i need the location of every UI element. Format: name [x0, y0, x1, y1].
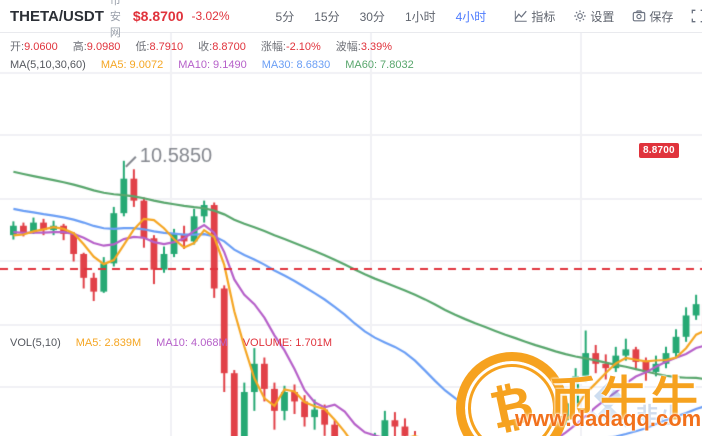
save-button[interactable]: 保存: [632, 8, 673, 25]
ma10-value: MA10: 9.1490: [178, 59, 247, 71]
timeframe-4h[interactable]: 4小时: [455, 9, 487, 24]
vol-current-value: VOLUME: 1.701M: [242, 337, 332, 349]
biniuniu-brand-watermark: 币牛牛: [549, 372, 702, 425]
timeframe-group: 5分 15分 30分 1小时 4小时: [266, 8, 497, 25]
ma5-value: MA5: 9.0072: [100, 59, 164, 71]
low-label: 低:: [135, 41, 150, 53]
ma-readout: MA(5,10,30,60) MA5: 9.0072 MA10: 9.1490 …: [10, 59, 429, 71]
close-value: 8.8700: [212, 41, 246, 53]
last-price: $8.8700: [132, 8, 184, 24]
exchange-label: 币安网: [109, 0, 121, 39]
indicators-button[interactable]: 指标: [514, 8, 555, 25]
settings-button[interactable]: 设置: [573, 8, 614, 25]
open-label: 开:: [10, 41, 25, 53]
fullscreen-icon: [692, 9, 702, 23]
timeframe-5m[interactable]: 5分: [275, 9, 295, 24]
pair-title: THETA/USDT: [10, 7, 104, 25]
toolbar: THETA/USDT 币安网 $8.8700 -3.02% 5分 15分 30分…: [0, 0, 702, 39]
ohlc-readout: 开:9.0600 高:9.0980 低:8.7910 收:8.8700 涨幅:-…: [10, 38, 407, 54]
indicator-icon: [515, 10, 528, 22]
volume-readout: VOL(5,10) MA5: 2.839M MA10: 4.068M VOLUM…: [10, 337, 347, 349]
timeframe-30m[interactable]: 30分: [359, 9, 385, 24]
open-value: 9.0600: [24, 41, 58, 53]
price-change-24h: -3.02%: [191, 9, 230, 23]
change-value: -2.10%: [285, 41, 321, 53]
high-label: 高:: [72, 41, 87, 53]
high-value: 9.0980: [86, 41, 121, 53]
candlestick-chart[interactable]: [0, 32, 702, 436]
amplitude-label: 波幅:: [335, 41, 361, 53]
timeframe-15m[interactable]: 15分: [314, 9, 340, 24]
ma-title: MA(5,10,30,60): [10, 59, 86, 71]
low-value: 8.7910: [149, 41, 184, 53]
toolbar-actions: 指标 设置 保存: [496, 8, 702, 25]
ma60-value: MA60: 7.8032: [345, 59, 414, 71]
change-label: 涨幅:: [260, 41, 286, 53]
vol-ma5-value: MA5: 2.839M: [75, 337, 142, 349]
close-label: 收:: [198, 41, 213, 53]
feixiaohao-logo-watermark: [590, 382, 626, 428]
current-price-badge: 8.8700: [639, 143, 679, 158]
fullscreen-button[interactable]: [691, 9, 702, 23]
gear-icon: [574, 10, 587, 22]
vol-title: VOL(5,10): [10, 337, 61, 349]
vol-ma10-value: MA10: 4.068M: [156, 337, 228, 349]
ma30-value: MA30: 8.6830: [261, 59, 331, 71]
camera-icon: [633, 10, 646, 22]
timeframe-1h[interactable]: 1小时: [404, 9, 436, 24]
feixiaohao-text-watermark: 非小号网: [636, 403, 685, 436]
dadaqq-url-watermark: www.dadaqq.com: [515, 406, 702, 431]
amplitude-value: 3.39%: [360, 41, 393, 53]
